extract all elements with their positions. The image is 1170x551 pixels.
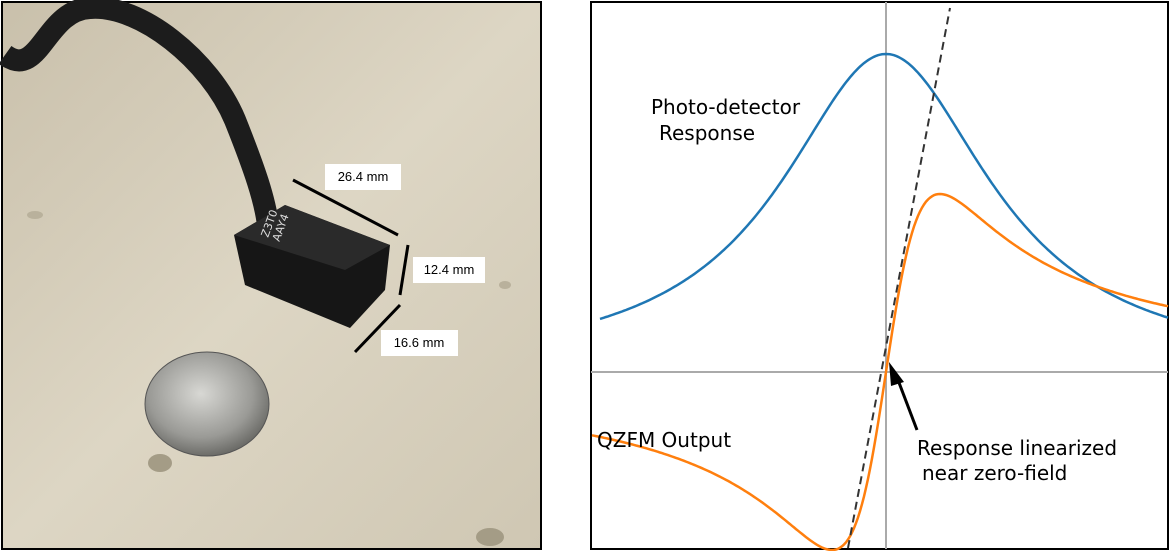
detector-curve [599,52,1169,321]
arrow-shaft [896,379,919,431]
annotation: Response linearized [917,436,1117,460]
coin [144,351,270,457]
hole [148,454,172,472]
hole [499,281,511,289]
curve-label: Photo-detector [651,95,801,119]
dimension-label: 16.6 mm [394,335,445,350]
output-curve [591,192,1169,551]
hole [27,211,43,219]
arrow-head [889,362,904,386]
dimension-line [398,244,410,296]
label-box [381,330,458,356]
curve-label: QZFM Output [597,428,731,452]
hole [476,528,504,546]
dimension-label: 26.4 mm [338,169,389,184]
annotation: near zero-field [922,461,1067,485]
label-box [325,164,401,190]
dimension-label: 12.4 mm [424,262,475,277]
linear-fit [847,7,951,549]
plot-panel: Photo-detector Response QZFM Output Resp… [590,1,1169,551]
dimension-line [292,178,399,237]
label-box [413,257,485,283]
cable [0,0,279,227]
photo-panel: Z3T0 AAY4 26.4 mm 12.4 mm 16.6 mm [0,0,542,550]
sensor-top [234,205,390,270]
curve-label: Response [659,121,755,145]
dimension-line [353,303,402,354]
